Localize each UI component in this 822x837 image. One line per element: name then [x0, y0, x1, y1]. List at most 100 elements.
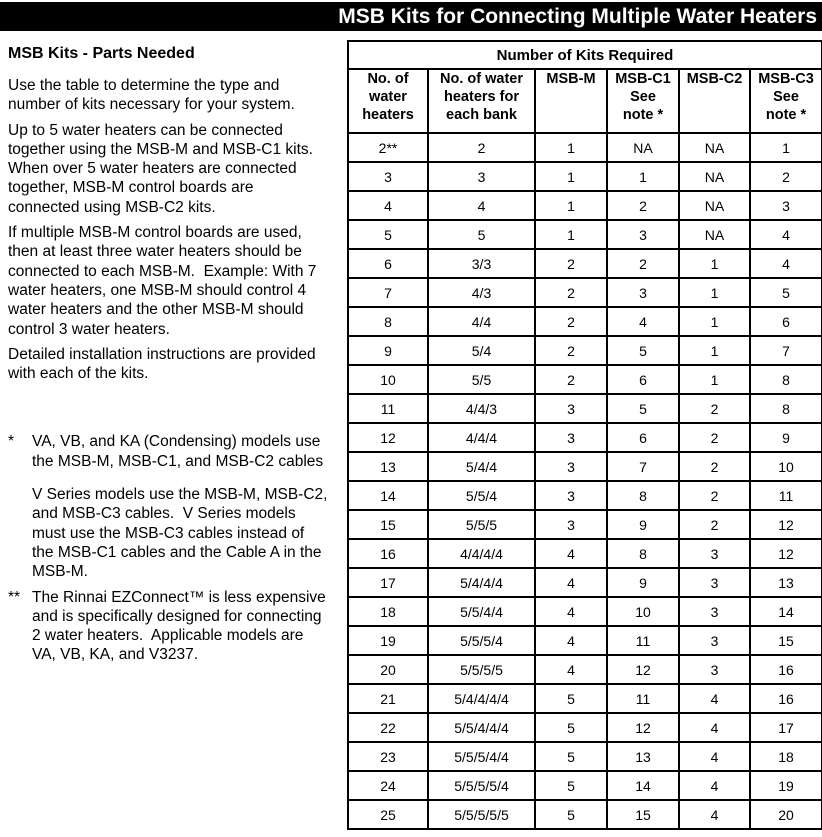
table-cell: 8 — [347, 306, 429, 337]
table-row: 9 5/4 2 5 1 7 — [347, 335, 822, 366]
table-cell: 4 — [678, 683, 751, 714]
table-row: 12 4/4/4 3 6 2 9 — [347, 422, 822, 453]
column-header-msb-m: MSB-M — [534, 68, 608, 134]
table-cell: 3 — [749, 190, 822, 221]
table-cell: 5 — [347, 219, 429, 250]
table-cell: 6 — [749, 306, 822, 337]
table-cell: 7 — [347, 277, 429, 308]
table-cell: 10 — [347, 364, 429, 395]
table-cell: 5/5/4/4 — [427, 596, 536, 627]
footnote-paragraph: The Rinnai EZConnect™ is less expensive … — [32, 588, 326, 664]
table-cell: 5/4/4/4 — [427, 567, 536, 598]
table-cell: 11 — [749, 480, 822, 511]
table-cell: 6 — [606, 364, 680, 395]
table-cell: 4 — [534, 654, 608, 685]
table-cell: 5/4 — [427, 335, 536, 366]
table-cell: 3 — [678, 596, 751, 627]
table-cell: 2 — [749, 161, 822, 192]
table-cell: NA — [678, 190, 751, 221]
table-cell: 4 — [678, 741, 751, 772]
table-cell: 8 — [749, 364, 822, 395]
table-row: 4 4 1 2 NA 3 — [347, 190, 822, 221]
table-row: 18 5/5/4/4 4 10 3 14 — [347, 596, 822, 627]
table-cell: 14 — [749, 596, 822, 627]
table-row: 23 5/5/5/4/4 5 13 4 18 — [347, 741, 822, 772]
table-cell: 3 — [427, 161, 536, 192]
column-header-msb-c3: MSB-C3 See note * — [749, 68, 822, 134]
table-cell: 18 — [749, 741, 822, 772]
table-cell: 2 — [678, 480, 751, 511]
connection-rules-paragraph: Up to 5 water heaters can be connected t… — [8, 121, 313, 216]
table-cell: 20 — [749, 799, 822, 830]
table-row: 25 5/5/5/5/5 5 15 4 20 — [347, 799, 822, 830]
table-cell: 5 — [606, 335, 680, 366]
table-cell: 11 — [606, 625, 680, 656]
table-row: 19 5/5/5/4 4 11 3 15 — [347, 625, 822, 656]
table-cell: 19 — [749, 770, 822, 801]
footnote-marker: * — [8, 433, 15, 451]
table-cell: 2** — [347, 132, 429, 163]
footnote-text: The Rinnai EZConnect™ is less expensive … — [32, 588, 346, 665]
table-cell: 5 — [534, 683, 608, 714]
table-cell: 5/5/5/5/4 — [427, 770, 536, 801]
table-cell: 9 — [749, 422, 822, 453]
table-header: Number of Kits Required No. of water hea… — [347, 40, 822, 134]
column-header-msb-c1: MSB-C1 See note * — [606, 68, 680, 134]
table-cell: NA — [678, 132, 751, 163]
table-cell: 5/5/5/4/4 — [427, 741, 536, 772]
table-cell: NA — [678, 161, 751, 192]
table-cell: 1 — [678, 364, 751, 395]
table-cell: 4 — [678, 770, 751, 801]
table-cell: 1 — [678, 306, 751, 337]
table-cell: 4/4/4 — [427, 422, 536, 453]
table-row: 10 5/5 2 6 1 8 — [347, 364, 822, 395]
table-cell: 5/5 — [427, 364, 536, 395]
table-title-row: Number of Kits Required — [347, 40, 822, 70]
table-cell: 16 — [347, 538, 429, 569]
table-cell: 4 — [347, 190, 429, 221]
info-panel: MSB Kits - Parts Needed Use the table to… — [8, 44, 346, 671]
table-cell: 5 — [534, 712, 608, 743]
table-cell: 7 — [606, 451, 680, 482]
table-cell: 2 — [534, 306, 608, 337]
table-cell: 18 — [347, 596, 429, 627]
table-cell: 2 — [606, 248, 680, 279]
table-row: 7 4/3 2 3 1 5 — [347, 277, 822, 308]
table-cell: 2 — [606, 190, 680, 221]
footnote-text: VA, VB, and KA (Condensing) models use t… — [32, 432, 346, 581]
table-cell: 4/4/3 — [427, 393, 536, 424]
table-cell: 14 — [606, 770, 680, 801]
table-cell: 5/5/5/5/5 — [427, 799, 536, 830]
instructions-paragraph: Detailed installation instructions are p… — [8, 345, 316, 383]
table-cell: 12 — [749, 538, 822, 569]
table-cell: 4 — [606, 306, 680, 337]
table-cell: 16 — [749, 654, 822, 685]
table-cell: 3 — [534, 422, 608, 453]
table-cell: 11 — [606, 683, 680, 714]
column-header-msb-c2: MSB-C2 — [678, 68, 751, 134]
table-cell: 12 — [606, 654, 680, 685]
table-row: 13 5/4/4 3 7 2 10 — [347, 451, 822, 482]
table-cell: 8 — [749, 393, 822, 424]
footnote-paragraph: VA, VB, and KA (Condensing) models use t… — [32, 433, 324, 470]
table-row: 8 4/4 2 4 1 6 — [347, 306, 822, 337]
table-cell: 2 — [678, 422, 751, 453]
table-cell: 6 — [347, 248, 429, 279]
table-cell: 3 — [678, 567, 751, 598]
intro-paragraph: Use the table to determine the type and … — [8, 77, 295, 114]
table-cell: 2 — [427, 132, 536, 163]
table-cell: 5 — [749, 277, 822, 308]
table-cell: 10 — [606, 596, 680, 627]
table-cell: 14 — [347, 480, 429, 511]
table-row: 21 5/4/4/4/4 5 11 4 16 — [347, 683, 822, 714]
table-cell: 5 — [606, 393, 680, 424]
table-cell: 17 — [347, 567, 429, 598]
table-cell: 19 — [347, 625, 429, 656]
table-row: 16 4/4/4/4 4 8 3 12 — [347, 538, 822, 569]
table-row: 14 5/5/4 3 8 2 11 — [347, 480, 822, 511]
footnote-double-asterisk: ** The Rinnai EZConnect™ is less expensi… — [8, 588, 346, 665]
table-cell: 3 — [347, 161, 429, 192]
table-cell: 3 — [606, 219, 680, 250]
table-row: 11 4/4/3 3 5 2 8 — [347, 393, 822, 424]
table-row: 17 5/4/4/4 4 9 3 13 — [347, 567, 822, 598]
